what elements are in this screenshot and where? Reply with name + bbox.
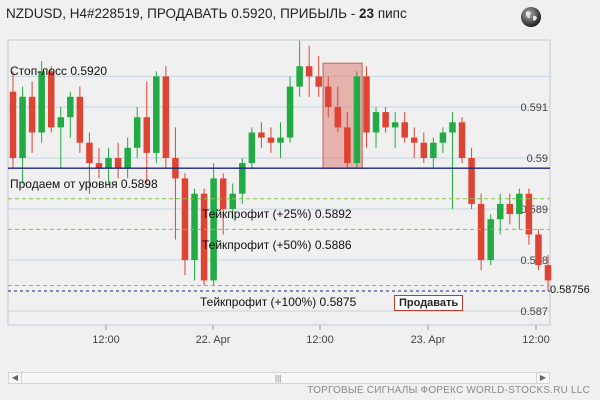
candle-body — [200, 193, 208, 281]
candle-body — [411, 137, 418, 143]
candle-body — [382, 112, 389, 128]
level-label: Тейкпрофит (+25%) 0.5892 — [202, 207, 352, 221]
candle-body — [477, 203, 485, 260]
candle-body — [305, 66, 313, 77]
candle-body — [162, 76, 170, 158]
candle-body — [296, 66, 303, 87]
x-tick-label: 12:00 — [306, 334, 334, 346]
candle-body — [277, 137, 284, 143]
candle-body — [181, 178, 189, 260]
y-tick-label: 0.587 — [520, 306, 548, 318]
candle-body — [315, 76, 322, 87]
candle-body — [544, 265, 552, 281]
candle-body — [430, 142, 437, 158]
title-timeframe: H4#228519, — [69, 6, 144, 21]
candle-body — [468, 158, 475, 204]
scroll-grip-icon[interactable]: ||| — [275, 374, 282, 383]
candle-body — [267, 137, 275, 143]
candle-body — [28, 96, 36, 133]
footer-copyright: ТОРГОВЫЕ СИГНАЛЫ ФОРЕКС WORLD-STOCKS.RU … — [307, 385, 590, 396]
candle-body — [286, 86, 294, 138]
candle-body — [535, 234, 542, 266]
candle-body — [191, 193, 198, 260]
candle-body — [449, 122, 456, 133]
candle-body — [86, 142, 93, 164]
scroll-left-icon[interactable]: ◀ — [9, 373, 22, 383]
x-tick-label: 12:00 — [522, 334, 550, 346]
candle-body — [105, 158, 112, 169]
y-tick-label: 0.59 — [527, 153, 548, 165]
candle-body — [19, 96, 26, 158]
candle-body — [391, 122, 399, 128]
candle-body — [67, 96, 74, 118]
x-tick-label: 12:00 — [92, 334, 120, 346]
candle-body — [258, 132, 265, 138]
candle-body — [38, 71, 45, 133]
candle-body — [458, 122, 466, 158]
candle-body — [248, 132, 256, 164]
x-tick-label: 22. Apr — [196, 334, 231, 346]
candle-body — [372, 112, 380, 133]
candle-body — [363, 76, 370, 133]
chart-title: NZDUSD, H4#228519, ПРОДАВАТЬ 0.5920, ПРИ… — [6, 6, 407, 21]
candle-body — [325, 86, 332, 107]
y-tick-label: 0.589 — [520, 204, 548, 216]
candle-body — [9, 91, 17, 158]
candle-body — [133, 117, 141, 148]
globe-icon[interactable] — [520, 6, 542, 28]
y-tick-label: 0.591 — [520, 102, 548, 114]
candle-body — [47, 71, 55, 128]
candle-body — [219, 178, 227, 209]
candle-body — [153, 76, 160, 153]
candle-body — [76, 96, 84, 143]
title-profit-value: 23 — [359, 6, 375, 21]
candle-body — [95, 163, 103, 169]
plot-area — [7, 39, 551, 326]
level-label: Тейкпрофит (+100%) 0.5875 — [200, 295, 357, 309]
candle-body — [525, 193, 533, 235]
candle-body — [124, 147, 131, 169]
candle-body — [516, 193, 523, 215]
horizontal-scrollbar[interactable]: ◀ ||| ▶ — [8, 372, 550, 384]
title-entry: 0.5920, — [231, 6, 277, 21]
candle-body — [401, 122, 408, 138]
title-action: ПРОДАВАТЬ — [147, 6, 228, 21]
level-label: Стоп-лосс 0.5920 — [10, 64, 107, 78]
current-price-label: 0.58756 — [550, 284, 590, 296]
candle-body — [496, 203, 504, 220]
candle-body — [353, 76, 361, 164]
candle-body — [334, 107, 342, 128]
candle-body — [143, 117, 150, 153]
candle-body — [344, 127, 351, 164]
x-tick-label: 23. Apr — [411, 334, 446, 346]
level-label: Продаем от уровня 0.5898 — [10, 177, 158, 191]
level-label: Тейкпрофит (+50%) 0.5886 — [202, 238, 352, 252]
candle-body — [439, 132, 447, 143]
y-tick-label: 0.588 — [520, 255, 548, 267]
title-profit-unit: пипс — [377, 6, 407, 21]
candle-body — [487, 219, 494, 260]
candle-body — [114, 158, 122, 169]
candle-body — [57, 117, 65, 128]
title-profit-label: ПРИБЫЛЬ - — [280, 6, 356, 21]
scroll-right-icon[interactable]: ▶ — [536, 373, 549, 383]
candle-body — [239, 163, 246, 194]
candle-body — [420, 142, 428, 158]
title-symbol: NZDUSD, — [6, 6, 66, 21]
sell-button[interactable]: Продавать — [394, 295, 464, 311]
candle-body — [506, 203, 514, 215]
candle-body — [229, 193, 236, 209]
